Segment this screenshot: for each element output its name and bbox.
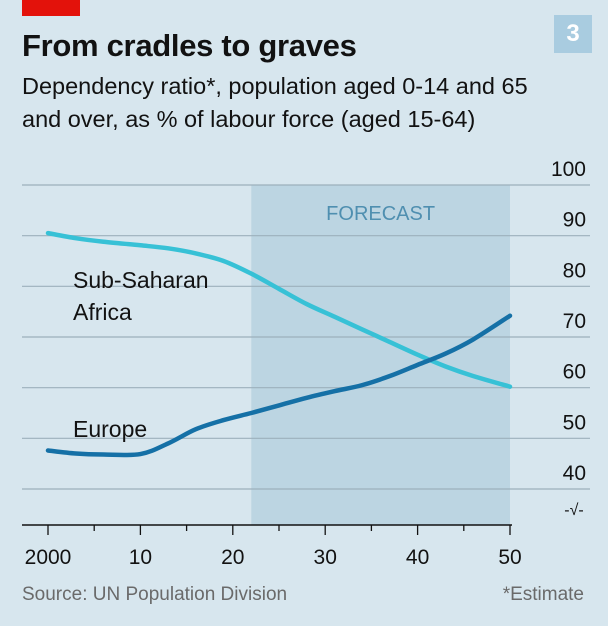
x-tick-label-2020: 20 (221, 546, 244, 569)
series-label-sub-saharan-africa-1: Africa (73, 299, 132, 325)
chart-number-badge: 3 (554, 15, 592, 53)
brand-red-tag (22, 0, 80, 16)
x-tick-label-2010: 10 (129, 546, 152, 569)
series-line-sub-saharan-africa (45, 230, 513, 389)
x-tick-label-2030: 30 (314, 546, 337, 569)
y-tick-label-60: 60 (563, 361, 586, 384)
series-label-europe-0: Europe (73, 416, 147, 442)
chart-subtitle: Dependency ratio*, population aged 0-14 … (22, 73, 528, 132)
series-line-europe (45, 313, 513, 458)
x-tick-label-2050: 50 (498, 546, 521, 569)
chart-title: From cradles to graves (22, 28, 357, 63)
y-tick-label-80: 80 (563, 259, 586, 282)
x-tick-label-2000: 2000 (25, 546, 72, 569)
estimate-footnote: *Estimate (502, 584, 584, 605)
y-tick-label-50: 50 (563, 411, 586, 434)
x-tick-label-2040: 40 (406, 546, 429, 569)
series-label-sub-saharan-africa-0: Sub-Saharan (73, 267, 209, 293)
y-tick-label-40: 40 (563, 462, 586, 485)
forecast-band (251, 185, 510, 525)
source-note: Source: UN Population Division (22, 584, 288, 605)
y-tick-label-100: 100 (551, 158, 586, 181)
axis-break-symbol: -√- (564, 502, 583, 519)
forecast-label: FORECAST (326, 203, 435, 225)
y-tick-label-90: 90 (563, 209, 586, 232)
y-tick-label-70: 70 (563, 310, 586, 333)
